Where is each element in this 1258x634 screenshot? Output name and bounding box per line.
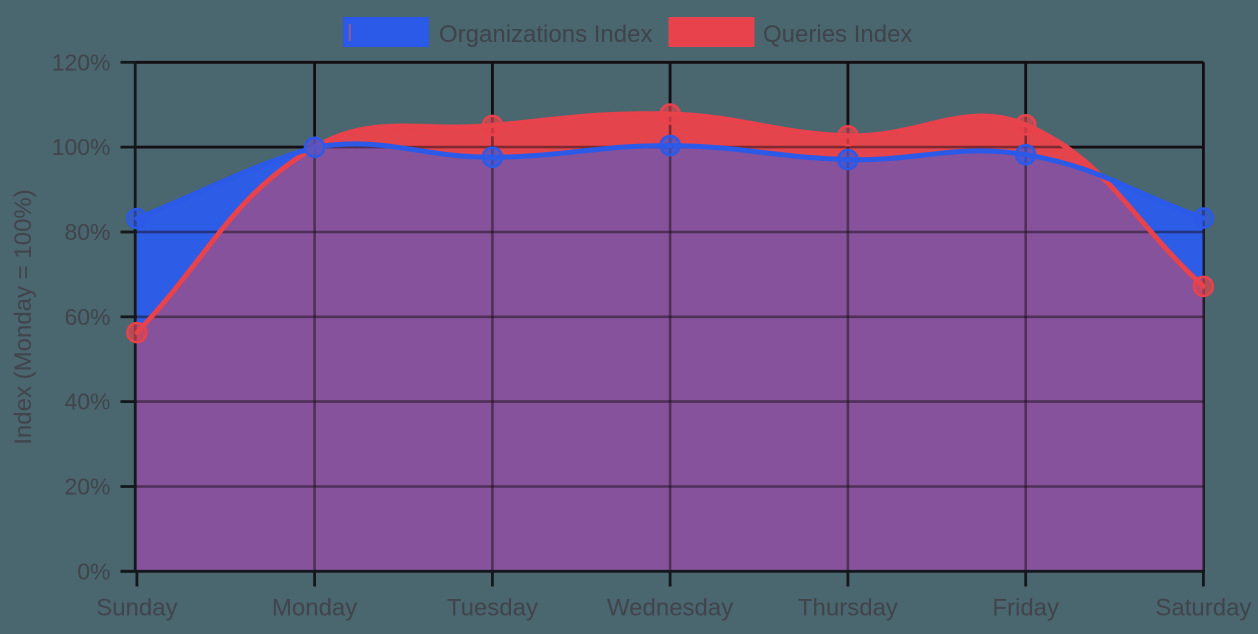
- svg-text:Sunday: Sunday: [96, 595, 177, 622]
- svg-text:20%: 20%: [64, 474, 110, 500]
- svg-text:Tuesday: Tuesday: [447, 595, 538, 622]
- svg-text:80%: 80%: [64, 219, 110, 245]
- svg-text:100%: 100%: [52, 134, 111, 160]
- svg-text:Monday: Monday: [272, 595, 357, 622]
- svg-text:Saturday: Saturday: [1155, 595, 1251, 622]
- svg-text:60%: 60%: [64, 304, 110, 330]
- svg-text:Index (Monday = 100%): Index (Monday = 100%): [10, 189, 37, 444]
- svg-text:120%: 120%: [52, 49, 111, 75]
- svg-text:Friday: Friday: [992, 595, 1059, 622]
- svg-text:Wednesday: Wednesday: [607, 595, 733, 622]
- svg-text:0%: 0%: [77, 558, 110, 584]
- svg-text:40%: 40%: [64, 389, 110, 415]
- svg-text:Thursday: Thursday: [798, 595, 898, 622]
- svg-text:Organizations Index: Organizations Index: [439, 21, 652, 48]
- svg-text:Queries Index: Queries Index: [763, 21, 912, 48]
